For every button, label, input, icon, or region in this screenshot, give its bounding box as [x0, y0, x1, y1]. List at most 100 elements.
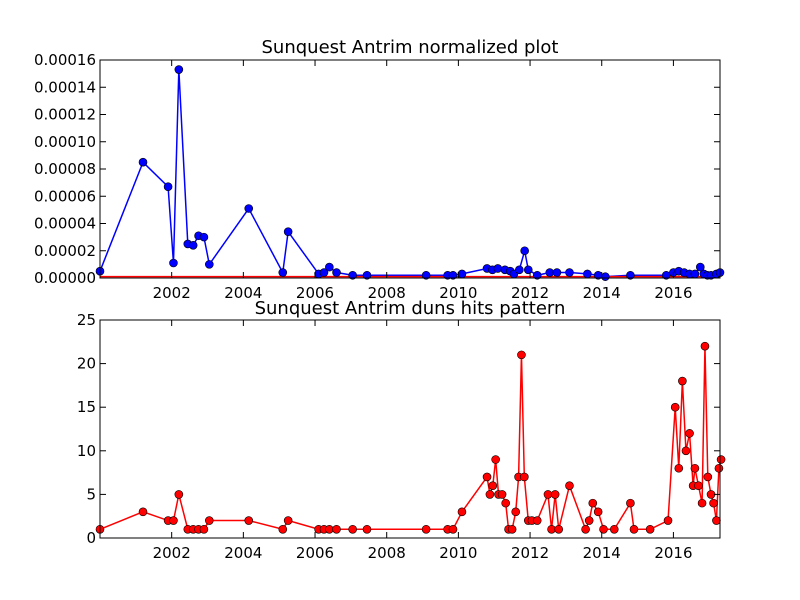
chart-title: Sunquest Antrim duns hits pattern: [255, 298, 566, 319]
data-point: [550, 490, 560, 499]
data-point: [601, 272, 610, 281]
data-point: [690, 463, 700, 473]
data-point: [491, 455, 500, 464]
data-point: [552, 268, 562, 277]
x-tick-label: 2004: [224, 544, 262, 562]
data-point: [511, 507, 521, 517]
data-point: [584, 516, 594, 525]
data-point: [332, 524, 341, 534]
data-point: [532, 270, 542, 280]
x-tick-label: 2014: [583, 284, 621, 302]
x-tick-label: 2006: [296, 544, 334, 562]
data-point: [681, 446, 691, 456]
x-tick-label: 2012: [511, 284, 549, 302]
data-point: [547, 524, 556, 534]
data-point: [583, 269, 592, 279]
data-point: [362, 270, 372, 280]
data-point: [645, 524, 655, 534]
y-tick-label: 15: [77, 398, 96, 416]
y-tick-label: 20: [77, 355, 96, 373]
data-point: [501, 498, 510, 508]
data-point: [174, 65, 184, 74]
plot-area: 2002 2004 2006 2008 2010 2012 2014 2016 0 5 10 15 20…: [77, 311, 726, 562]
data-point: [278, 268, 288, 277]
data-point: [174, 490, 184, 499]
chart-duns-hits-pattern: Sunquest Antrim duns hits pattern 2002 20…: [77, 298, 726, 562]
data-point: [694, 481, 703, 490]
data-point: [448, 270, 458, 280]
y-tick-label: 0.00008: [34, 160, 96, 178]
y-tick-label: 5: [86, 485, 96, 503]
x-tick-label: 2006: [296, 284, 334, 302]
data-point: [362, 524, 372, 534]
data-point: [663, 516, 673, 525]
data-point: [588, 498, 598, 508]
y-tick-label: 0.00016: [34, 51, 96, 69]
data-point: [138, 157, 148, 167]
y-tick-label: 0.00014: [34, 78, 96, 96]
data-point: [593, 507, 603, 517]
series-line: [99, 346, 722, 532]
data-point: [515, 265, 524, 275]
data-point: [690, 269, 700, 279]
data-point: [319, 268, 329, 277]
data-point: [670, 402, 680, 412]
data-point: [626, 270, 635, 280]
data-point: [706, 490, 716, 499]
data-point: [244, 204, 254, 213]
data-point: [695, 262, 705, 272]
data-point: [703, 472, 713, 482]
data-point: [278, 524, 288, 534]
data-point: [485, 490, 495, 499]
data-point: [517, 350, 526, 360]
x-tick-label: 2010: [439, 284, 477, 302]
data-point: [163, 182, 173, 192]
x-tick-label: 2002: [153, 284, 191, 302]
data-point: [520, 246, 529, 256]
chart-title: Sunquest Antrim normalized plot: [262, 37, 559, 58]
y-tick-label: 10: [77, 442, 96, 460]
data-point: [199, 524, 209, 534]
data-point: [138, 507, 148, 517]
data-point: [488, 481, 498, 490]
data-point: [205, 260, 214, 269]
data-point: [325, 524, 334, 534]
x-tick-label: 2016: [654, 284, 692, 302]
data-point: [709, 498, 718, 508]
data-point: [697, 498, 707, 508]
data-point: [714, 463, 724, 473]
data-point: [348, 270, 357, 280]
y-tick-label: 0.00010: [34, 133, 96, 151]
x-tick-label: 2016: [654, 544, 692, 562]
chart-normalized-plot: Sunquest Antrim normalized plot 2002 2004…: [34, 37, 725, 302]
data-point: [421, 524, 431, 534]
data-point: [523, 265, 533, 275]
data-point: [348, 524, 357, 534]
y-tick-label: 0.00006: [34, 187, 96, 205]
data-point: [283, 516, 293, 525]
data-point: [609, 524, 619, 534]
data-point: [482, 472, 492, 482]
y-tick-label: 0.00000: [34, 269, 96, 287]
data-point: [169, 516, 178, 525]
data-point: [543, 490, 553, 499]
data-point: [244, 516, 254, 525]
data-point: [493, 264, 503, 273]
x-tick-label: 2014: [583, 544, 621, 562]
data-point: [199, 232, 209, 242]
data-point: [457, 269, 467, 279]
data-point: [629, 524, 639, 534]
data-point: [554, 524, 564, 534]
data-point: [674, 463, 684, 473]
data-point: [169, 258, 178, 268]
data-point: [448, 524, 458, 534]
data-point: [545, 268, 555, 277]
data-point: [626, 498, 635, 508]
y-tick-label: 0.00012: [34, 106, 96, 124]
data-point: [685, 429, 694, 438]
data-point: [520, 472, 529, 482]
data-point: [507, 524, 517, 534]
y-tick-label: 0.00004: [34, 215, 96, 233]
data-point: [716, 455, 726, 464]
